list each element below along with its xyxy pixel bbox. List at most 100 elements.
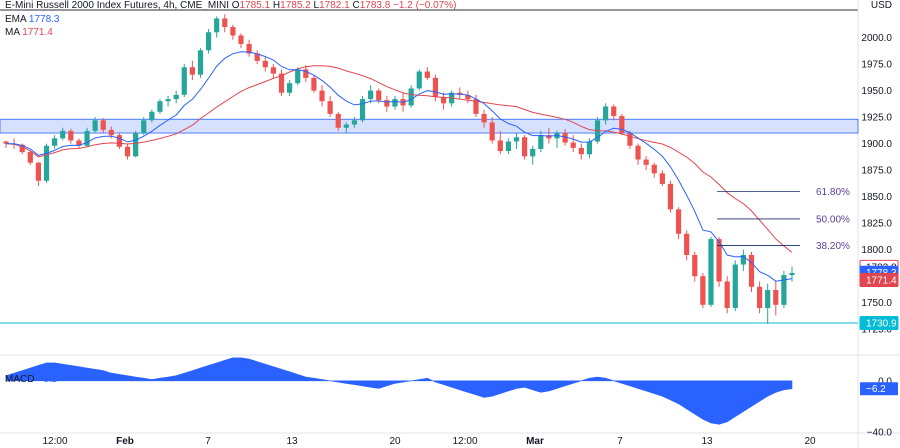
candle-body	[43, 145, 50, 181]
time-tick-label: 13	[286, 436, 298, 447]
price-tick-label: 1875.0	[861, 166, 892, 177]
time-tick-label: 12:00	[452, 436, 477, 447]
chart-title-bar: E-Mini Russell 2000 Index Futures, 4h, C…	[5, 0, 456, 12]
candle-body	[481, 113, 487, 123]
chart-title: E-Mini Russell 2000 Index Futures, 4h, C…	[5, 0, 229, 11]
price-change: −1.2 (−0.07%)	[393, 0, 457, 11]
candle-body	[546, 135, 552, 139]
legend-macd[interactable]: MACD −6.2	[5, 374, 57, 386]
ohlc-low: L1782.1	[313, 0, 350, 11]
candle-body	[675, 209, 682, 234]
fib-label: 50.00%	[816, 214, 850, 225]
macd-value: −6.2	[37, 374, 57, 385]
candle-body	[351, 120, 358, 125]
candle-body	[246, 43, 252, 54]
candle-body	[173, 94, 179, 100]
candle-body	[392, 99, 398, 107]
candle-body	[538, 135, 544, 149]
ma-label: MA	[5, 27, 20, 38]
candle-body	[108, 129, 114, 136]
macd-value-text: −6.2	[866, 384, 886, 395]
price-tick-label: 1800.0	[861, 245, 892, 256]
candle-body	[60, 130, 66, 139]
candle-body	[181, 67, 187, 95]
price-label-box	[859, 315, 899, 330]
candle-body	[3, 141, 9, 144]
candle-body	[440, 96, 447, 104]
candle-body	[319, 90, 325, 102]
candle-body	[149, 111, 155, 121]
time-tick-label: Feb	[116, 436, 134, 447]
candle-body	[359, 99, 366, 121]
candle-body	[659, 173, 665, 184]
candle-body	[100, 120, 106, 130]
fib-label: 38.20%	[816, 241, 850, 252]
resistance-zone	[0, 118, 859, 134]
fib-label: 61.80%	[816, 187, 850, 198]
candle-body	[76, 140, 82, 146]
legend-ema[interactable]: EMA 1778.3	[5, 14, 60, 26]
ema-label: EMA	[5, 14, 27, 25]
macd-tick-label: 0.0	[878, 376, 892, 387]
time-tick-label: 7	[205, 436, 211, 447]
candle-body	[270, 67, 277, 74]
candle-body	[724, 281, 730, 309]
legend-ma[interactable]: MA 1771.4	[5, 27, 53, 39]
candle-body	[165, 99, 171, 102]
candle-body	[570, 142, 576, 148]
price-tick-label: 1750.0	[861, 298, 892, 309]
candle-body	[635, 145, 641, 160]
candle-body	[530, 148, 536, 157]
candle-body	[384, 100, 390, 107]
price-tick-label: 1850.0	[861, 192, 892, 203]
price-tick-label: 1950.0	[861, 86, 892, 97]
price-tick-label: 2000.0	[861, 33, 892, 44]
candle-body	[497, 140, 503, 152]
candle-body	[740, 254, 746, 265]
macd-value-box	[860, 382, 898, 396]
candle-body	[521, 137, 528, 157]
candle-body	[416, 71, 422, 89]
candle-body	[238, 35, 244, 44]
candle-body	[513, 137, 520, 142]
candle-body	[116, 135, 123, 147]
candle-body	[732, 264, 738, 309]
candle-body	[578, 147, 584, 155]
candle-body	[343, 124, 349, 128]
time-tick-label: 20	[804, 436, 816, 447]
ema-value: 1778.3	[28, 14, 60, 25]
candle-body	[311, 77, 317, 91]
price-label-text: 1771.4	[866, 276, 897, 287]
candle-body	[611, 106, 617, 117]
ohlc-close: C1783.8	[352, 0, 391, 11]
candle-body	[781, 275, 787, 305]
candle-body	[189, 67, 195, 75]
candle-body	[424, 71, 430, 78]
candle-body	[141, 120, 147, 134]
price-tick-label: 1725.0	[861, 325, 892, 336]
candle-body	[716, 239, 722, 282]
candle-body	[505, 141, 511, 152]
time-tick-label: 20	[389, 436, 401, 447]
candle-body	[789, 273, 795, 276]
candle-body	[197, 50, 204, 75]
candle-body	[214, 18, 220, 33]
candle-body	[651, 164, 657, 174]
time-tick-label: Mar	[526, 436, 544, 447]
candle-body	[667, 183, 674, 210]
candle-body	[748, 254, 755, 287]
time-tick-label: 7	[617, 436, 623, 447]
candle-body	[254, 53, 260, 61]
price-label-box	[859, 273, 899, 288]
price-tick-label: 1925.0	[861, 113, 892, 124]
candle-body	[133, 133, 139, 157]
candle-body	[27, 152, 33, 163]
candle-body	[295, 69, 301, 84]
candle-body	[262, 60, 268, 68]
candle-body	[222, 18, 228, 27]
candle-body	[68, 130, 74, 141]
candle-body	[287, 83, 293, 93]
candle-body	[473, 99, 479, 114]
